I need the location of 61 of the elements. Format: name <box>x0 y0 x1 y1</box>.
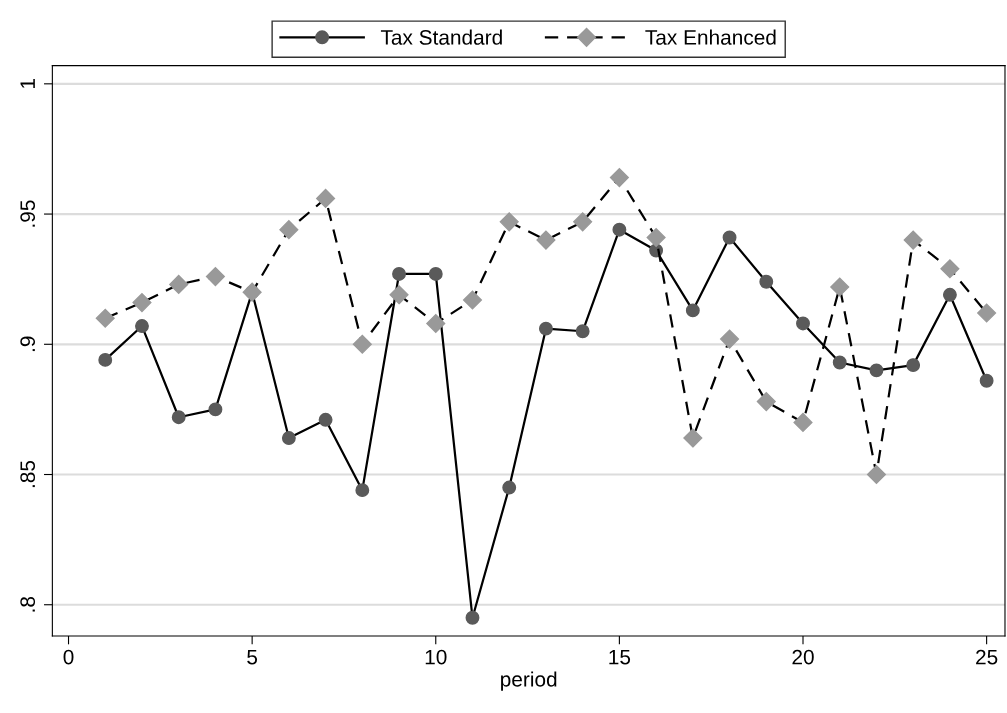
point <box>646 227 666 248</box>
point <box>906 358 921 373</box>
y-tick-label: 1 <box>20 79 35 89</box>
point <box>279 220 299 240</box>
point <box>573 212 593 232</box>
point <box>426 313 446 333</box>
point <box>171 410 186 425</box>
point <box>756 392 776 412</box>
point <box>832 355 847 370</box>
point <box>869 363 884 378</box>
point <box>575 324 590 339</box>
point <box>389 285 409 305</box>
x-tick-label: 20 <box>792 649 814 665</box>
point <box>942 287 957 302</box>
x-tick-label: 10 <box>425 649 447 665</box>
point <box>538 321 553 336</box>
point <box>502 480 517 495</box>
point <box>720 329 740 349</box>
x-tick-label: 15 <box>609 649 631 665</box>
point <box>355 483 370 498</box>
x-tick-label: 5 <box>247 649 258 665</box>
x-tick-label: 0 <box>63 649 74 665</box>
point <box>205 267 225 287</box>
point <box>95 308 115 328</box>
x-axis-title: period <box>501 671 557 691</box>
point <box>536 230 556 250</box>
point <box>132 293 152 313</box>
point <box>979 373 994 388</box>
y-tick-label: .85 <box>20 460 36 488</box>
y-tick-label: .9 <box>20 336 36 352</box>
point <box>428 267 443 281</box>
point <box>318 412 333 427</box>
point <box>392 267 406 281</box>
point <box>169 274 189 294</box>
point <box>977 303 997 323</box>
point <box>135 319 149 333</box>
legend-label: Tax Enhanced <box>645 29 776 45</box>
point <box>352 334 372 354</box>
y-tick-label: .95 <box>20 200 36 227</box>
point <box>98 352 113 367</box>
point <box>683 428 703 448</box>
point <box>612 222 627 237</box>
point <box>462 290 483 310</box>
point <box>609 168 629 188</box>
legend-label: Tax Standard <box>380 29 502 45</box>
point <box>903 230 923 250</box>
point <box>281 431 296 445</box>
point <box>316 188 336 208</box>
y-tick-label: .8 <box>20 596 36 612</box>
point <box>940 259 960 279</box>
x-tick-label: 25 <box>976 649 998 665</box>
point <box>499 212 519 232</box>
point <box>722 230 737 245</box>
point <box>465 610 480 625</box>
point <box>208 402 223 417</box>
point <box>796 316 810 331</box>
point <box>759 274 774 289</box>
point <box>793 412 813 432</box>
point <box>866 464 886 485</box>
point <box>830 277 850 297</box>
point <box>685 303 700 318</box>
